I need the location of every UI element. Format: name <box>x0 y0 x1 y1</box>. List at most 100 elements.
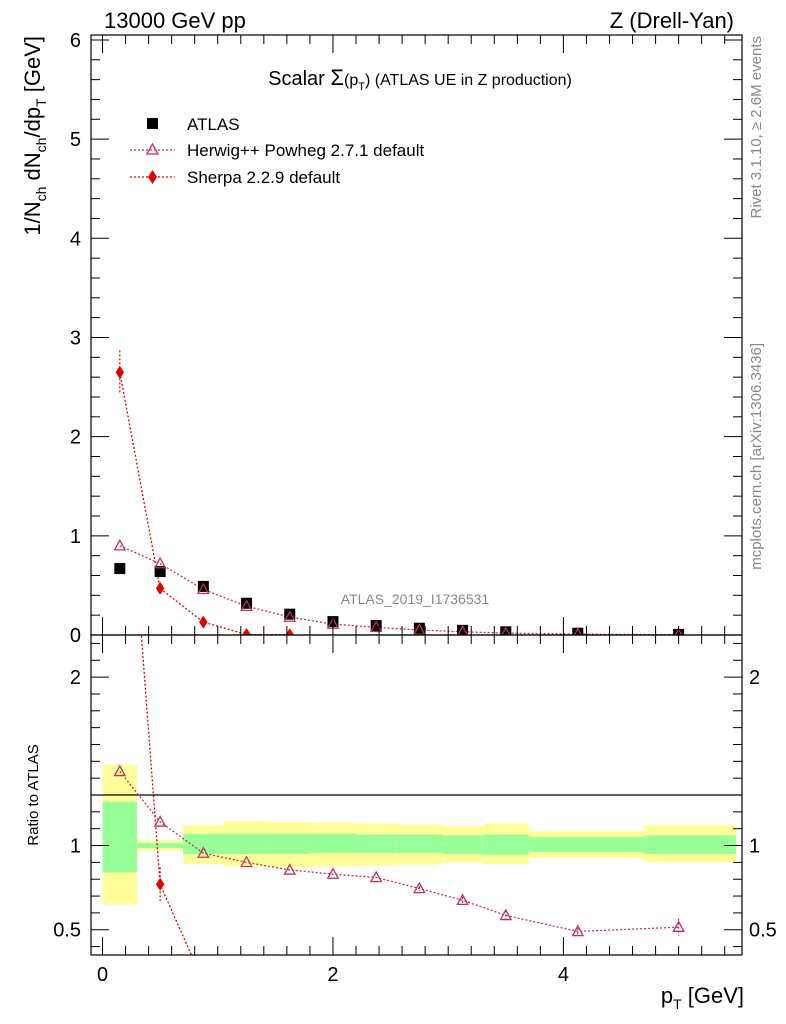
atlas-main-point <box>572 627 584 635</box>
herwig-ratio-point <box>499 908 513 921</box>
ratio-y-tick-label-left: 2 <box>70 667 81 689</box>
herwig-main-point <box>413 623 426 635</box>
x-tick-label: 0 <box>97 964 108 986</box>
atlas-main-point <box>114 563 126 575</box>
legend-herwig-label: Herwig++ Powheg 2.7.1 default <box>187 141 424 160</box>
herwig-main-point <box>283 610 297 622</box>
herwig-ratio-point <box>153 815 167 827</box>
ratio-band-inner <box>183 833 224 854</box>
sherpa-main-point <box>155 581 165 595</box>
atlas-main-point <box>457 624 469 635</box>
analysis-watermark: ATLAS_2019_I1736531 <box>341 591 490 607</box>
main-y-tick-label: 1 <box>70 526 81 548</box>
ratio-panel-marks <box>113 635 685 955</box>
ratio-band-inner <box>309 833 357 854</box>
x-axis-label-sub: T <box>673 996 682 1012</box>
legend-herwig-marker <box>145 142 160 155</box>
herwig-ratio-point <box>197 846 210 858</box>
ratio-band-inner <box>356 834 397 854</box>
main-title-arg-close: ) <box>365 72 370 89</box>
ratio-y-tick-label-right: 2 <box>749 667 760 689</box>
atlas-main-point <box>413 622 425 634</box>
legend: ATLAS Herwig++ Powheg 2.7.1 default Sher… <box>130 115 424 187</box>
ratio-bands <box>102 764 737 905</box>
ratio-y-tick-label-right: 0.5 <box>749 920 777 942</box>
main-y-tick-label: 5 <box>70 129 81 151</box>
x-tick-label: 4 <box>558 964 569 986</box>
legend-sherpa-label: Sherpa 2.2.9 default <box>187 168 340 187</box>
main-y-tick-label: 2 <box>70 427 81 449</box>
main-title-arg-sub: T <box>358 81 365 93</box>
sherpa-main-line <box>119 372 290 635</box>
atlas-main-point <box>197 580 209 592</box>
ratio-band-inner <box>223 833 270 854</box>
x-tick-label: 2 <box>327 964 338 986</box>
ratio-band-inner <box>442 835 483 854</box>
herwig-main-point <box>197 582 210 595</box>
herwig-main-point <box>153 556 167 569</box>
herwig-ratio-point <box>672 920 685 932</box>
herwig-main-point <box>501 626 511 635</box>
main-title-suffix: (ATLAS UE in Z production) <box>370 72 572 89</box>
sherpa-main-point <box>285 628 294 635</box>
header-right: Z (Drell-Yan) <box>610 8 734 33</box>
herwig-ratio-point <box>113 764 127 777</box>
ratio-band-inner <box>528 837 645 853</box>
y-axis-label-a-sub: ch <box>33 187 49 202</box>
axis-ticks <box>91 35 742 955</box>
atlas-main-point <box>500 626 512 635</box>
legend-sherpa-marker <box>148 170 157 184</box>
sherpa-main-point <box>199 615 208 629</box>
x-axis-label-unit: [GeV] <box>682 983 744 1008</box>
herwig-ratio-point <box>413 881 426 894</box>
herwig-ratio-point <box>283 863 297 875</box>
y-axis-label-c-sub: T <box>33 98 49 107</box>
legend-atlas-label: ATLAS <box>187 115 240 134</box>
rivet-label: Rivet 3.1.10, ≥ 2.6M events <box>748 36 765 219</box>
herwig-ratio-point <box>326 867 340 879</box>
herwig-ratio-point <box>240 855 253 868</box>
herwig-main-point <box>573 627 583 635</box>
x-axis-label: pT [GeV] <box>661 983 744 1012</box>
y-axis-label-b-sub: ch <box>33 138 49 153</box>
ratio-y-label: Ratio to ATLAS <box>25 744 42 845</box>
herwig-main-point <box>240 599 253 612</box>
y-axis-label-b: dN <box>20 152 45 186</box>
axis-tick-labels: 0 1 2 3 4 5 6 0 2 4 0.5 0.5 1 1 2 2 <box>53 30 777 986</box>
sherpa-main-point <box>242 628 251 635</box>
sherpa-main-point <box>115 365 125 379</box>
sherpa-ratio-point <box>155 877 165 891</box>
main-title-sigma: Σ <box>330 65 344 90</box>
main-title: Scalar Σ(pT) (ATLAS UE in Z production) <box>268 65 572 93</box>
herwig-main-point <box>113 538 127 551</box>
ratio-band-inner <box>102 801 138 873</box>
y-axis-label-a: 1/N <box>20 201 45 235</box>
ratio-y-tick-label-left: 0.5 <box>53 920 81 942</box>
ratio-band-inner <box>269 833 310 854</box>
y-axis-label: 1/Nch dNch/dpT [GeV] <box>20 36 49 236</box>
atlas-main-point <box>241 597 253 609</box>
herwig-ratio-point <box>571 924 585 937</box>
ratio-band-inner <box>482 834 529 855</box>
herwig-ratio-point <box>456 893 469 906</box>
atlas-main-point <box>370 620 382 632</box>
herwig-ratio-line <box>119 770 679 933</box>
herwig-main-point <box>674 627 683 635</box>
herwig-main-point <box>457 624 469 635</box>
main-title-prefix: Scalar <box>268 68 330 90</box>
main-y-tick-label: 0 <box>70 625 81 647</box>
main-y-tick-label: 4 <box>70 228 81 250</box>
mcplots-label: mcplots.cern.ch [arXiv:1306.3436] <box>748 343 765 570</box>
main-y-tick-label: 3 <box>70 327 81 349</box>
ratio-band-inner <box>644 835 737 854</box>
ratio-y-tick-label-right: 1 <box>749 836 760 858</box>
y-axis-label-c: /dp <box>20 107 45 138</box>
ratio-y-tick-label-left: 1 <box>70 836 81 858</box>
ratio-band-inner <box>137 843 184 849</box>
main-y-tick-label: 6 <box>70 30 81 52</box>
x-axis-label-main: p <box>661 983 673 1008</box>
legend-atlas-marker <box>147 118 158 129</box>
header-left: 13000 GeV pp <box>104 8 246 33</box>
y-axis-label-d: [GeV] <box>20 36 45 98</box>
